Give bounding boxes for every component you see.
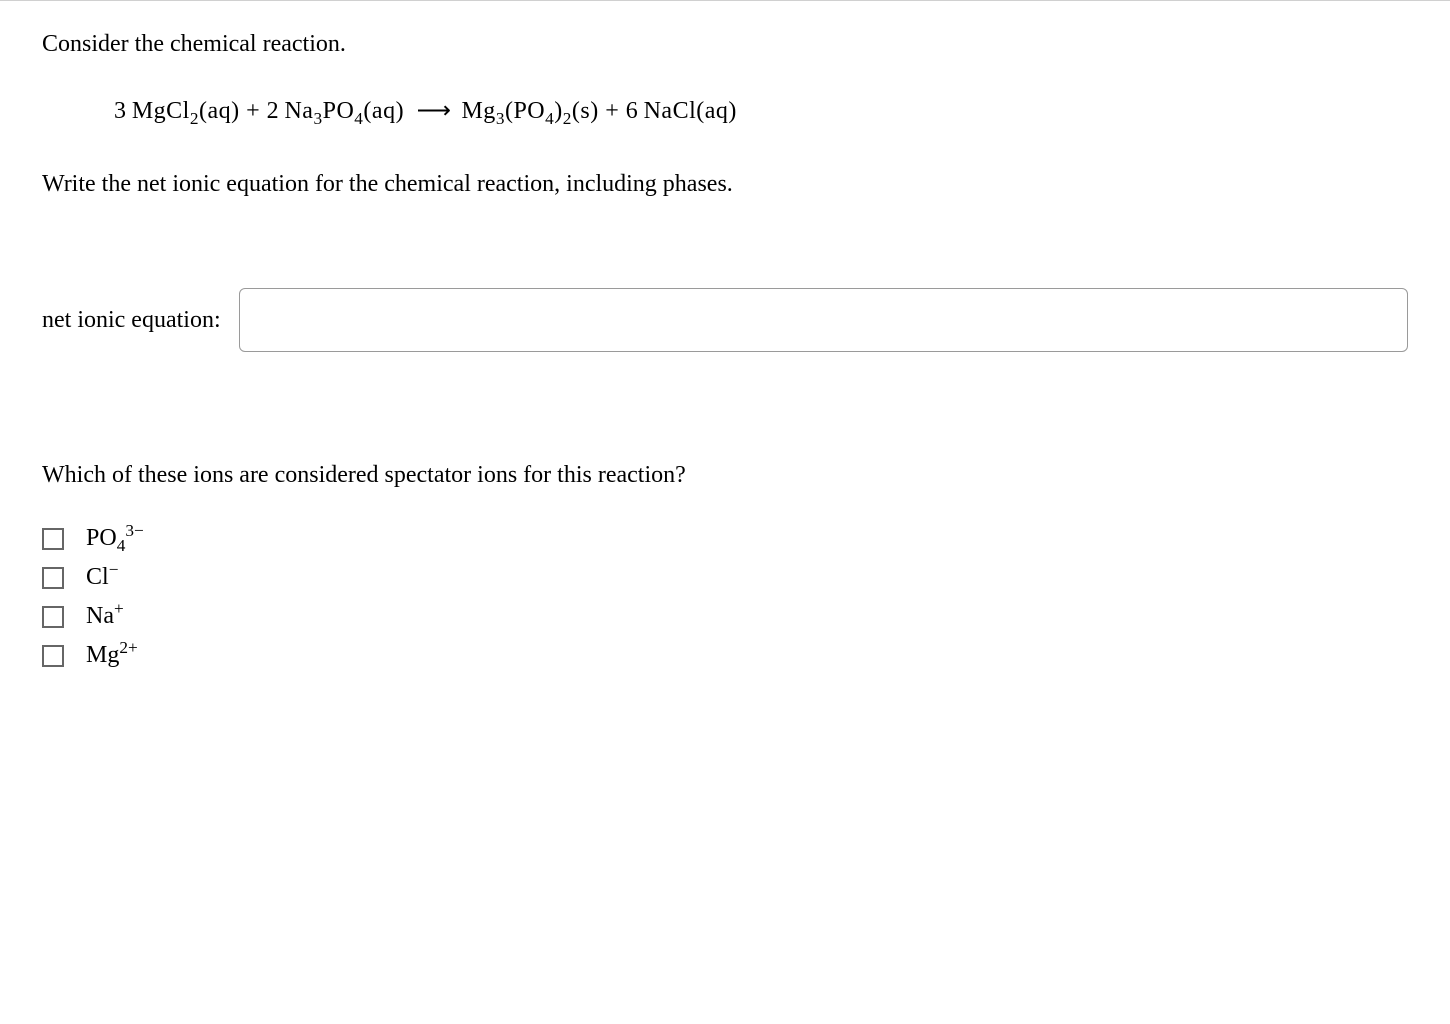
option-phosphate[interactable]: PO43− [42, 525, 1408, 552]
question-page: Consider the chemical reaction. 3 MgCl2(… [0, 0, 1450, 709]
option-label: Na+ [86, 603, 124, 630]
product1-formula: Mg3(PO4)2(s) [461, 98, 598, 124]
plus-1: + [240, 98, 267, 124]
plus-2: + [599, 98, 626, 124]
checkbox-sodium[interactable] [42, 606, 64, 628]
spectator-question: Which of these ions are considered spect… [42, 462, 1408, 489]
option-magnesium[interactable]: Mg2+ [42, 642, 1408, 669]
reactant2-coef: 2 [267, 98, 280, 124]
option-sodium[interactable]: Na+ [42, 603, 1408, 630]
reactant1-formula: MgCl2(aq) [132, 98, 240, 124]
product2-coef: 6 [626, 98, 639, 124]
checkbox-magnesium[interactable] [42, 645, 64, 667]
product2-formula: NaCl(aq) [644, 98, 737, 124]
instruction-text: Write the net ionic equation for the che… [42, 171, 1408, 198]
option-label: Cl− [86, 564, 118, 591]
answer-input-row: net ionic equation: [42, 288, 1408, 352]
option-label: PO43− [86, 525, 144, 552]
reaction-arrow: ⟶ [411, 96, 455, 125]
reactant2-formula: Na3PO4(aq) [284, 98, 404, 124]
intro-text: Consider the chemical reaction. [42, 31, 1408, 58]
chemical-equation: 3 MgCl2(aq) + 2 Na3PO4(aq) ⟶ Mg3(PO4)2(s… [42, 96, 1408, 125]
checkbox-phosphate[interactable] [42, 528, 64, 550]
input-label: net ionic equation: [42, 307, 221, 334]
options-list: PO43− Cl− Na+ Mg2+ [42, 525, 1408, 669]
net-ionic-equation-input[interactable] [239, 288, 1408, 352]
checkbox-chloride[interactable] [42, 567, 64, 589]
reactant1-coef: 3 [114, 98, 127, 124]
option-chloride[interactable]: Cl− [42, 564, 1408, 591]
option-label: Mg2+ [86, 642, 138, 669]
